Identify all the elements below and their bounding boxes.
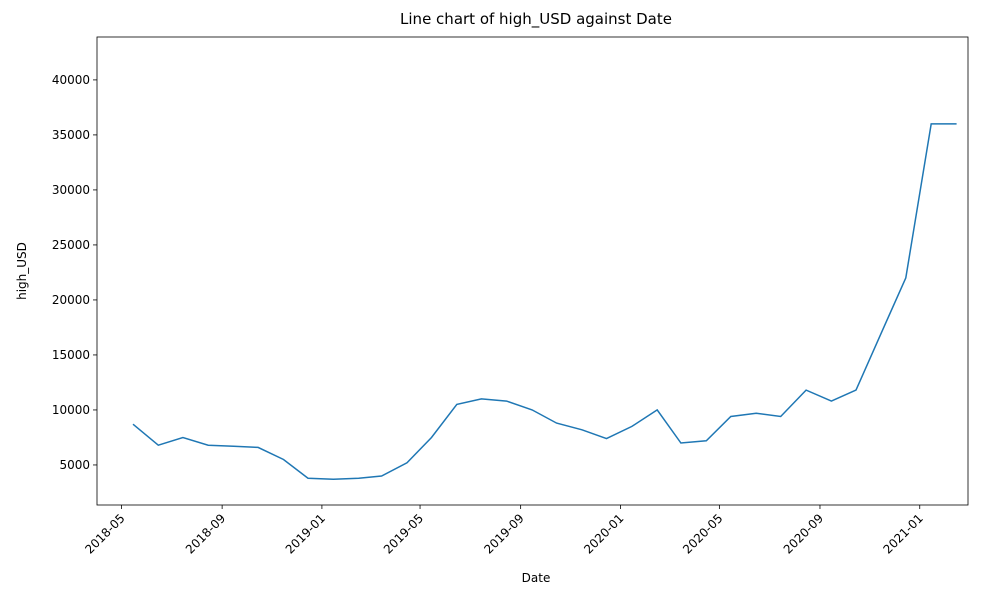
y-tick-label: 15000 (52, 348, 90, 362)
x-tick-label: 2018-09 (183, 511, 228, 556)
x-tick-label: 2020-05 (680, 511, 725, 556)
x-tick-label: 2020-01 (581, 511, 626, 556)
y-tick-label: 5000 (59, 458, 90, 472)
y-tick-label: 40000 (52, 73, 90, 87)
y-tick-label: 25000 (52, 238, 90, 252)
x-axis-label: Date (522, 571, 551, 585)
y-tick-label: 30000 (52, 183, 90, 197)
x-tick-label: 2019-05 (381, 511, 426, 556)
x-tick-label: 2019-01 (283, 511, 328, 556)
y-tick-label: 10000 (52, 403, 90, 417)
data-line (132, 123, 957, 481)
chart-title: Line chart of high_USD against Date (400, 10, 672, 29)
x-tick-label: 2021-01 (881, 511, 926, 556)
x-tick-label: 2019-09 (481, 511, 526, 556)
x-tick-label: 2018-05 (82, 511, 127, 556)
y-axis-label: high_USD (15, 242, 29, 300)
plot-frame (96, 36, 969, 506)
y-tick-label: 20000 (52, 293, 90, 307)
x-tick-label: 2020-09 (781, 511, 826, 556)
y-tick-label: 35000 (52, 128, 90, 142)
